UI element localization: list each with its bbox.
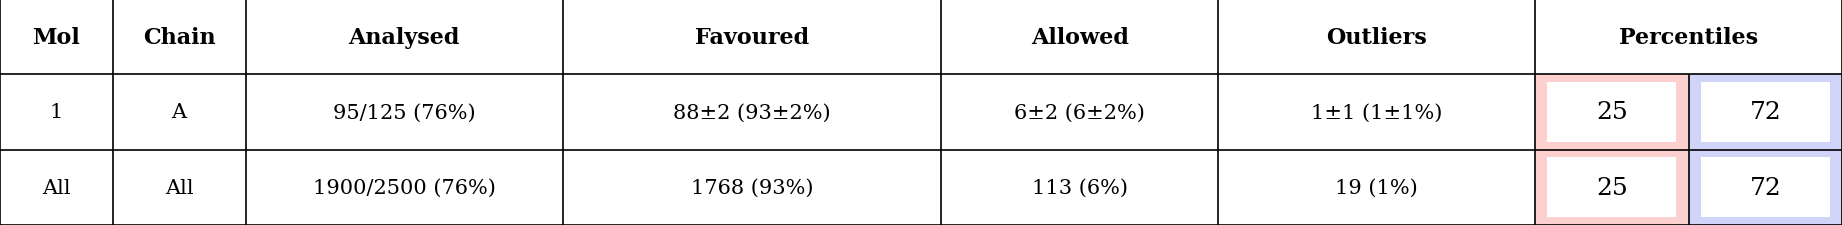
Text: 72: 72 xyxy=(1750,176,1781,199)
Bar xyxy=(1534,75,1689,150)
Text: 19 (1%): 19 (1%) xyxy=(1335,178,1418,197)
Text: Outliers: Outliers xyxy=(1326,27,1428,48)
Text: 1900/2500 (76%): 1900/2500 (76%) xyxy=(313,178,495,197)
Text: 6±2 (6±2%): 6±2 (6±2%) xyxy=(1015,103,1146,122)
Bar xyxy=(1689,150,1842,225)
Bar xyxy=(1689,75,1842,150)
Text: Favoured: Favoured xyxy=(694,27,809,48)
Bar xyxy=(1700,83,1829,142)
Text: All: All xyxy=(42,178,70,197)
Text: 25: 25 xyxy=(1595,101,1628,124)
Bar xyxy=(1547,158,1676,218)
Text: 1±1 (1±1%): 1±1 (1±1%) xyxy=(1312,103,1442,122)
Text: A: A xyxy=(171,103,186,122)
Bar xyxy=(1547,83,1676,142)
Text: 1768 (93%): 1768 (93%) xyxy=(691,178,814,197)
Bar xyxy=(1534,150,1689,225)
Text: 113 (6%): 113 (6%) xyxy=(1032,178,1127,197)
Text: Percentiles: Percentiles xyxy=(1619,27,1757,48)
Text: Analysed: Analysed xyxy=(348,27,460,48)
Text: 72: 72 xyxy=(1750,101,1781,124)
Text: 25: 25 xyxy=(1595,176,1628,199)
Text: Allowed: Allowed xyxy=(1032,27,1129,48)
Text: 1: 1 xyxy=(50,103,63,122)
Text: All: All xyxy=(164,178,193,197)
Text: Chain: Chain xyxy=(144,27,216,48)
Text: Mol: Mol xyxy=(33,27,81,48)
Text: 95/125 (76%): 95/125 (76%) xyxy=(333,103,475,122)
Bar xyxy=(1700,158,1829,218)
Text: 88±2 (93±2%): 88±2 (93±2%) xyxy=(674,103,831,122)
